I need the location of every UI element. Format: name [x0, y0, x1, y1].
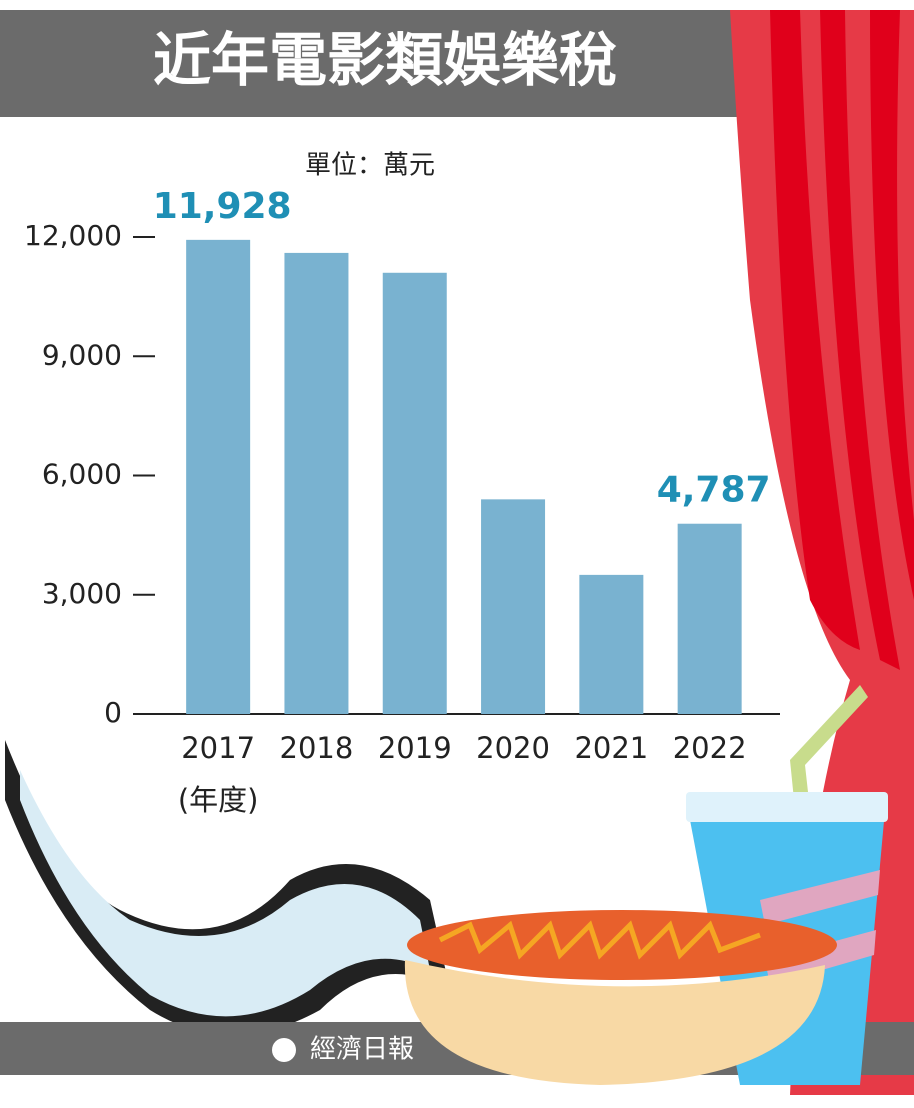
- y-tick-label: 6,000: [42, 458, 122, 491]
- bar: [579, 574, 644, 714]
- value-label: 4,787: [657, 470, 771, 511]
- y-tick-label: 9,000: [42, 338, 122, 371]
- value-label: 11,928: [153, 186, 292, 227]
- unit-label: 單位：萬元: [305, 151, 435, 181]
- hotdog: [404, 910, 837, 1085]
- x-tick-label: 2021: [574, 731, 648, 765]
- y-tick-label: 12,000: [24, 219, 122, 252]
- x-tick-label: 2017: [181, 731, 255, 765]
- bar: [284, 252, 349, 714]
- x-tick-label: 2019: [378, 731, 452, 765]
- chart-title: 近年電影類娛樂稅: [153, 26, 617, 94]
- film-strip: [5, 740, 450, 1035]
- y-tick-label: 0: [104, 696, 122, 729]
- x-tick-label: 2020: [476, 731, 550, 765]
- bar: [677, 523, 742, 714]
- y-tick-label: 3,000: [42, 577, 122, 610]
- bar: [382, 272, 447, 714]
- logo: [272, 1038, 296, 1062]
- source: 經濟日報: [310, 1035, 414, 1065]
- bar: [186, 239, 251, 714]
- x-tick-label: 2018: [280, 731, 354, 765]
- header-bar: [0, 10, 740, 117]
- x-tick-label: 2022: [673, 731, 747, 765]
- bar: [481, 499, 546, 714]
- x-axis-label: (年度): [178, 783, 259, 817]
